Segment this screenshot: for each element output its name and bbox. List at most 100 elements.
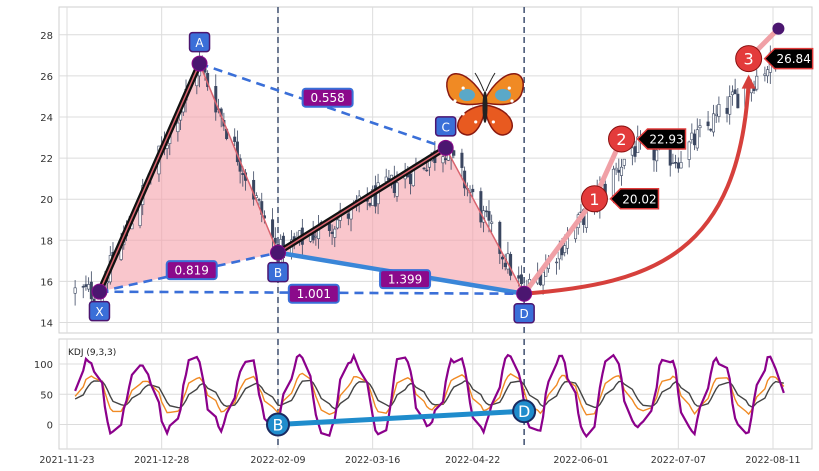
- butterfly-dot: [510, 99, 514, 103]
- candle-body: [698, 125, 702, 129]
- target-number: 3: [744, 50, 754, 69]
- kdj-y-tick-label: 0: [47, 421, 53, 432]
- pattern-point-marker: [191, 55, 208, 72]
- butterfly-spot: [459, 89, 475, 101]
- leg-cd: [445, 147, 525, 295]
- pattern-point-label-box: [267, 261, 289, 283]
- target-marker: [608, 125, 636, 153]
- candle-body: [555, 261, 559, 264]
- pattern-point-label-box: [434, 116, 457, 137]
- candle-body: [717, 104, 721, 117]
- ratio-label-box: [301, 87, 354, 108]
- pattern-point-label-box: [188, 31, 211, 53]
- leg-ab: [198, 63, 279, 253]
- candle-body: [636, 136, 640, 153]
- butterfly-dot: [491, 120, 495, 124]
- kdj-divergence-marker: [512, 399, 537, 424]
- pattern-point-label: X: [95, 305, 103, 319]
- ratio-label: 0.558: [310, 91, 344, 105]
- candle-body: [709, 128, 713, 131]
- kdj-k-line: [74, 372, 785, 416]
- target-value: 22.93: [649, 132, 683, 146]
- candle-body: [368, 202, 372, 206]
- candle-body: [273, 237, 277, 244]
- candle-body: [766, 69, 770, 77]
- candle-body: [728, 96, 732, 115]
- candle-body: [233, 136, 237, 142]
- candle-body: [487, 211, 491, 221]
- kdj-title: KDJ (9,3,3): [68, 348, 116, 358]
- pattern-point-marker: [437, 139, 454, 156]
- target-value-tag: [763, 47, 814, 70]
- pattern-point-marker: [516, 285, 533, 302]
- candle-body: [695, 129, 699, 149]
- candle-body: [611, 168, 615, 196]
- butterfly-dot: [491, 78, 495, 82]
- ratio-label-box: [379, 269, 432, 290]
- pattern-point-label: A: [195, 36, 204, 50]
- butterfly-antenna: [474, 72, 496, 92]
- candle-body: [330, 231, 334, 234]
- price-y-tick-label: 28: [40, 31, 53, 42]
- candle-body: [622, 158, 626, 166]
- candle-body: [73, 287, 77, 294]
- x-tick-label: 2022-08-11: [745, 455, 800, 466]
- x-tick-label: 2022-02-09: [250, 455, 305, 466]
- candle-body: [425, 169, 429, 172]
- kdj-divergence-label: B: [272, 416, 283, 435]
- target-number: 1: [589, 190, 599, 209]
- pattern-point-label: B: [274, 266, 282, 280]
- candle-body: [714, 113, 718, 116]
- candle-body: [384, 176, 388, 182]
- pattern-point-marker: [91, 283, 108, 300]
- candle-body: [679, 162, 683, 169]
- target-marker: [580, 185, 608, 213]
- candle-body: [409, 173, 413, 185]
- candle-body: [706, 121, 710, 127]
- candle-body: [687, 141, 691, 160]
- candle-body: [395, 182, 399, 197]
- x-tick-label: 2022-04-22: [445, 455, 500, 466]
- ratio-label-box: [165, 260, 218, 281]
- price-panel: 14 16 18 20 22 24 26 28 0.558 0.819 1.001 1.399 X A B C…: [40, 6, 814, 334]
- curved-arrow: [523, 82, 751, 296]
- candle-body: [541, 271, 545, 286]
- candle-body: [479, 191, 483, 223]
- candle-body: [630, 147, 634, 156]
- candle-body: [444, 158, 448, 161]
- ratio-line-ac: [199, 62, 447, 150]
- candle-body: [176, 122, 180, 133]
- x-tick-label: 2021-11-23: [39, 455, 94, 466]
- kdj-divergence-marker: [265, 412, 290, 437]
- kdj-panel: 0 50 100 KDJ (9,3,3) B D: [34, 338, 813, 450]
- ratio-label: 1.001: [297, 287, 331, 301]
- pattern-point-label-box: [88, 300, 111, 322]
- price-y-tick-label: 26: [40, 72, 53, 83]
- candle-body: [452, 150, 456, 156]
- kdj-d-line: [74, 379, 784, 410]
- candle-body: [655, 149, 659, 162]
- target-value: 26.84: [776, 52, 810, 66]
- butterfly-wing: [457, 104, 486, 136]
- butterfly-icon: [446, 72, 524, 136]
- candle-body: [671, 162, 675, 165]
- x-tick-label: 2022-06-01: [553, 455, 608, 466]
- candle-body: [314, 235, 318, 238]
- price-y-tick-label: 22: [40, 154, 53, 165]
- pattern-fill-bcd: [277, 147, 525, 294]
- butterfly-dot: [461, 86, 465, 90]
- candle-body: [84, 284, 88, 287]
- ratio-label: 0.819: [175, 264, 209, 278]
- candle-body: [620, 166, 624, 176]
- candle-body: [490, 221, 494, 224]
- kdj-divergence-label: D: [518, 402, 530, 421]
- candle-body: [484, 210, 488, 213]
- candle-body: [335, 219, 339, 229]
- pattern-fill-xab: [99, 63, 278, 292]
- candlesticks: [73, 45, 786, 314]
- target-number: 2: [616, 130, 626, 149]
- leg-xa-inner: [98, 63, 201, 292]
- kdj-divergence-line: [275, 408, 527, 427]
- candle-body: [517, 275, 521, 279]
- target-value-tag: [609, 188, 660, 210]
